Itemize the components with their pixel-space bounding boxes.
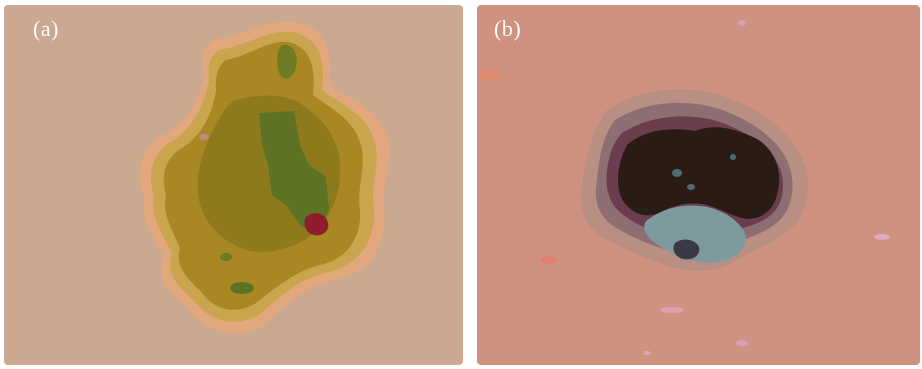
panel-b-label: (b) (494, 16, 522, 41)
panel-a-label: (a) (33, 16, 59, 41)
panel-a: (a) (4, 5, 463, 365)
lesion-b-dark-spot (673, 239, 700, 260)
lesion-a-red-spot (304, 213, 329, 236)
panel-b: (b) (477, 5, 920, 365)
lesion-b-blue (644, 205, 746, 263)
panel-a-image (4, 5, 463, 365)
lesion-b-core (618, 127, 780, 219)
panel-b-image (477, 5, 920, 365)
lesion-a-green (259, 111, 329, 227)
lesion-a-green-top (277, 44, 297, 79)
